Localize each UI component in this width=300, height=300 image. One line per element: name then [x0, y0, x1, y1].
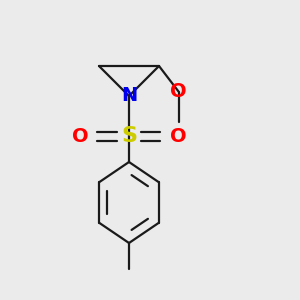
Text: O: O [72, 127, 88, 146]
Text: O: O [170, 82, 187, 101]
Text: N: N [121, 86, 137, 106]
Text: S: S [121, 127, 137, 146]
Text: O: O [169, 127, 186, 146]
